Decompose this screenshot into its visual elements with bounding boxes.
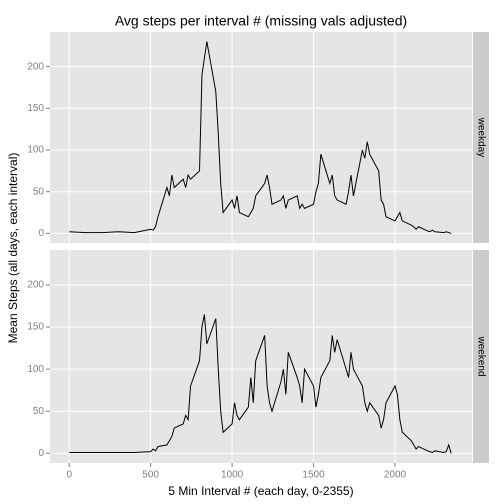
- y-tick-label: 200: [27, 280, 44, 291]
- x-tick-label: 1500: [302, 470, 325, 481]
- panel-background: [50, 250, 472, 463]
- x-tick-label: 2000: [384, 470, 407, 481]
- y-tick-label: 200: [27, 61, 44, 72]
- y-axis-label: Mean Steps (all days, each interval): [6, 153, 20, 344]
- y-tick-label: 100: [27, 364, 44, 375]
- strip: [473, 32, 489, 243]
- y-tick-label: 0: [38, 448, 44, 459]
- strip-label: weekend: [475, 335, 486, 376]
- line: [69, 314, 452, 454]
- y-tick-label: 100: [27, 145, 44, 156]
- y-tick-label: 50: [33, 406, 45, 417]
- y-tick-label: 50: [33, 186, 45, 197]
- x-tick-label: 1000: [221, 470, 244, 481]
- panel-background: [50, 32, 472, 243]
- y-tick-label: 0: [38, 228, 44, 239]
- x-tick-label: 0: [66, 470, 72, 481]
- y-tick-label: 150: [27, 322, 44, 333]
- strip-label: weekday: [475, 117, 486, 157]
- chart-title: Avg steps per interval # (missing vals a…: [115, 13, 407, 29]
- line: [69, 41, 452, 234]
- x-axis-label: 5 Min Interval # (each day, 0-2355): [168, 484, 353, 498]
- y-tick-label: 150: [27, 103, 44, 114]
- x-tick-label: 500: [142, 470, 159, 481]
- strip: [473, 250, 489, 463]
